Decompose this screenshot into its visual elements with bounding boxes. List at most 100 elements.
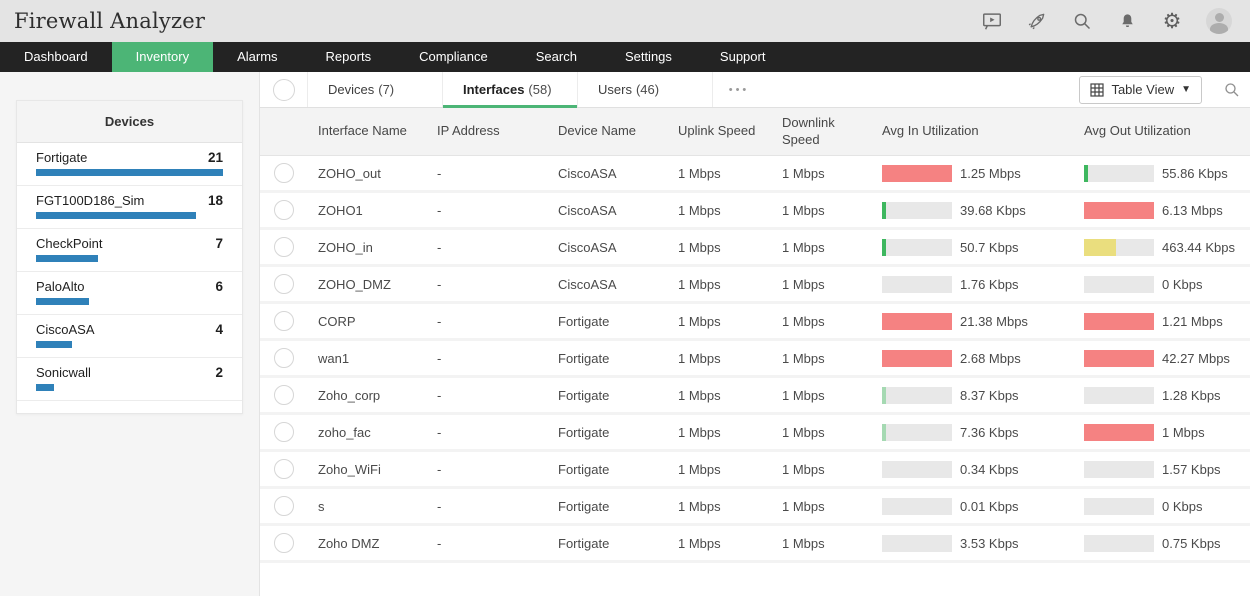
cell-uplink-speed: 1 Mbps [678, 350, 721, 366]
cell-interface-name[interactable]: Zoho_corp [318, 387, 381, 403]
nav-item-alarms[interactable]: Alarms [237, 49, 278, 64]
utilization-bar [882, 423, 952, 441]
cell-uplink-speed: 1 Mbps [678, 313, 721, 329]
row-select-radio[interactable] [274, 496, 294, 516]
table-search-button[interactable] [1214, 72, 1250, 107]
utilization-value: 21.38 Mbps [960, 313, 1028, 329]
utilization-bar-fill [882, 386, 886, 404]
nav-item-support[interactable]: Support [719, 49, 766, 64]
row-select-radio[interactable] [274, 274, 294, 294]
cell-interface-name[interactable]: Zoho_WiFi [318, 461, 381, 477]
table-row: ZOHO_out - CiscoASA 1 Mbps 1 Mbps 1.25 Mbps 55… [260, 156, 1250, 193]
row-select-radio[interactable] [274, 385, 294, 405]
select-all-cell [260, 72, 308, 107]
device-name: PaloAlto [36, 279, 85, 294]
table-search-icon [1225, 82, 1239, 96]
row-select-radio[interactable] [274, 459, 294, 479]
utilization-bar [1084, 534, 1154, 552]
row-select-radio[interactable] [274, 311, 294, 331]
cell-avg-in-utilization: 39.68 Kbps [872, 201, 1074, 219]
row-select-radio[interactable] [274, 533, 294, 553]
cell-interface-name[interactable]: zoho_fac [318, 424, 371, 440]
utilization-value: 3.53 Kbps [960, 535, 1019, 551]
table-view-selector[interactable]: Table View ▼ [1079, 75, 1202, 104]
tab-devices[interactable]: Devices (7) [308, 72, 443, 107]
table-view-label: Table View [1111, 82, 1175, 97]
cell-interface-name[interactable]: ZOHO1 [318, 202, 363, 218]
row-select-radio[interactable] [274, 163, 294, 183]
cell-interface-name[interactable]: s [318, 498, 325, 514]
device-row-line: CiscoASA 4 [36, 322, 223, 337]
device-count: 7 [215, 236, 223, 251]
nav-item-search[interactable]: Search [535, 49, 577, 64]
cell-uplink-speed: 1 Mbps [678, 276, 721, 292]
utilization-bar [882, 534, 952, 552]
header-ip-address: IP Address [437, 123, 500, 139]
cell-downlink-speed: 1 Mbps [782, 313, 825, 329]
row-select-cell [260, 385, 308, 405]
cell-device-name: Fortigate [558, 535, 610, 551]
utilization-bar [1084, 201, 1154, 219]
header-avg-in-utilization: Avg In Utilization [882, 123, 979, 139]
row-select-cell [260, 348, 308, 368]
device-filter-row[interactable]: Sonicwall 2 [17, 358, 242, 401]
nav-item-compliance[interactable]: Compliance [419, 49, 488, 64]
tabs-overflow-button[interactable]: ••• [728, 83, 750, 96]
device-filter-row[interactable]: Fortigate 21 [17, 143, 242, 186]
device-filter-row[interactable]: FGT100D186_Sim 18 [17, 186, 242, 229]
device-row-line: Sonicwall 2 [36, 365, 223, 380]
device-count-bar [36, 298, 223, 305]
cell-interface-name[interactable]: wan1 [318, 350, 350, 366]
device-filter-row[interactable]: PaloAlto 6 [17, 272, 242, 315]
presentation-play-icon[interactable] [981, 10, 1003, 32]
cell-downlink-speed: 1 Mbps [782, 498, 825, 514]
tab-users[interactable]: Users (46) [578, 72, 713, 107]
cell-downlink-speed: 1 Mbps [782, 461, 825, 477]
rocket-icon[interactable] [1026, 10, 1048, 32]
utilization-bar-fill [882, 164, 952, 182]
user-avatar[interactable] [1206, 8, 1232, 34]
utilization-bar [882, 460, 952, 478]
tab-interfaces[interactable]: Interfaces (58) [443, 72, 578, 108]
cell-uplink-speed: 1 Mbps [678, 239, 721, 255]
device-filter-row[interactable]: CheckPoint 7 [17, 229, 242, 272]
cell-interface-name[interactable]: ZOHO_in [318, 239, 373, 255]
row-select-radio[interactable] [274, 200, 294, 220]
device-name: FGT100D186_Sim [36, 193, 145, 208]
nav-item-inventory[interactable]: Inventory [111, 42, 214, 72]
utilization-value: 39.68 Kbps [960, 202, 1026, 218]
search-icon[interactable] [1071, 10, 1093, 32]
main-content: Devices (7) Interfaces (58) Users (46) ••• Ta… [260, 72, 1250, 596]
utilization-value: 463.44 Kbps [1162, 239, 1236, 255]
row-select-cell [260, 496, 308, 516]
header-interface-name: Interface Name [318, 123, 407, 139]
utilization-value: 55.86 Kbps [1162, 165, 1228, 181]
table-header: Interface Name IP Address Device Name Up… [260, 108, 1250, 156]
utilization-bar-fill [882, 201, 886, 219]
row-select-radio[interactable] [274, 422, 294, 442]
cell-interface-name[interactable]: CORP [318, 313, 356, 329]
nav-item-settings[interactable]: Settings [624, 49, 672, 64]
utilization-bar-fill [882, 238, 886, 256]
row-select-radio[interactable] [274, 348, 294, 368]
device-count-bar-fill [36, 298, 90, 305]
device-count: 21 [207, 150, 223, 165]
select-all-radio[interactable] [272, 78, 295, 101]
tabs-container: Devices (7) Interfaces (58) Users (46) [308, 72, 713, 108]
devices-panel-title: Devices [17, 101, 242, 143]
device-filter-row[interactable]: CiscoASA 4 [17, 315, 242, 358]
nav-item-reports[interactable]: Reports [325, 49, 372, 64]
utilization-bar [882, 312, 952, 330]
nav-item-dashboard[interactable]: Dashboard [24, 49, 88, 64]
row-select-radio[interactable] [274, 237, 294, 257]
device-name: Sonicwall [36, 365, 91, 380]
device-row-line: FGT100D186_Sim 18 [36, 193, 223, 208]
gear-icon[interactable]: ⚙ [1162, 9, 1182, 33]
bell-icon[interactable] [1116, 10, 1138, 32]
utilization-value: 1 Mbps [1162, 424, 1205, 440]
utilization-value: 6.13 Mbps [1162, 202, 1223, 218]
devices-panel: Devices Fortigate 21 FGT100D186_Sim 18 Check… [16, 100, 243, 414]
cell-interface-name[interactable]: Zoho DMZ [318, 535, 380, 551]
cell-interface-name[interactable]: ZOHO_DMZ [318, 276, 391, 292]
cell-interface-name[interactable]: ZOHO_out [318, 165, 381, 181]
